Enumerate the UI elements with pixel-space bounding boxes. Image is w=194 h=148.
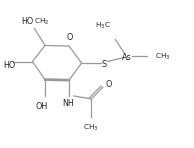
Text: H$_3$C: H$_3$C xyxy=(95,21,111,32)
Text: CH$_3$: CH$_3$ xyxy=(83,122,99,133)
Text: CH$_2$: CH$_2$ xyxy=(34,17,50,27)
Text: HO: HO xyxy=(3,61,16,70)
Text: S: S xyxy=(101,60,106,69)
Text: As: As xyxy=(122,53,132,62)
Text: O: O xyxy=(67,33,73,42)
Text: CH$_3$: CH$_3$ xyxy=(155,52,170,62)
Text: HO: HO xyxy=(21,17,33,26)
Text: O: O xyxy=(106,80,112,89)
Text: OH: OH xyxy=(36,102,48,111)
Text: NH: NH xyxy=(62,99,74,108)
